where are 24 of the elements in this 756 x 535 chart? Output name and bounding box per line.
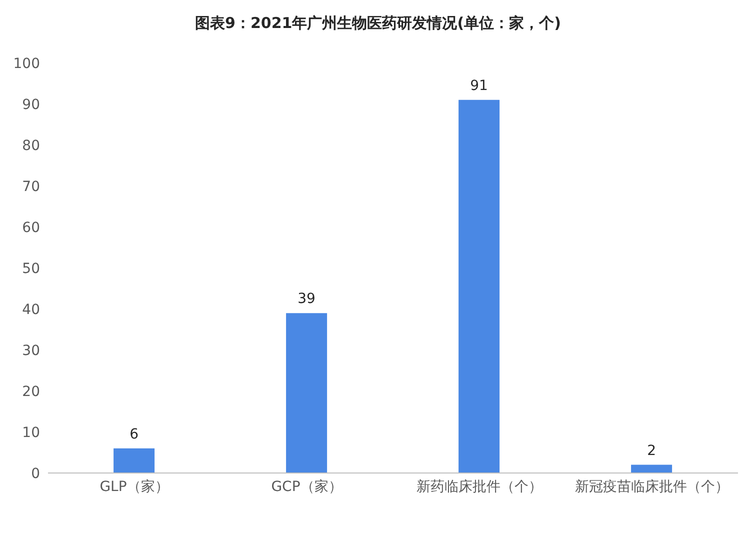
y-tick-label: 70 [22,178,40,195]
y-tick-label: 80 [22,138,40,154]
y-tick-label: 20 [22,384,40,400]
y-tick-label: 10 [22,424,40,441]
y-tick-label: 60 [22,220,40,236]
bar [458,100,500,473]
data-label: 39 [298,291,316,308]
x-tick-label: 新冠疫苗临床批件（个） [574,478,729,495]
y-tick-label: 90 [22,96,40,113]
chart-title: 图表9：2021年广州生物医药研发情况(单位：家，个) [194,13,562,34]
x-tick-label: GCP（家） [271,478,342,495]
x-tick-label: GLP（家） [100,478,169,495]
y-tick-label: 40 [22,302,40,318]
y-tick-label: 100 [13,56,40,72]
y-tick-label: 30 [22,342,40,359]
data-label: 6 [130,426,139,442]
bar [631,464,672,473]
x-tick-label: 新药临床批件（个） [416,478,542,495]
y-tick-label: 50 [22,260,40,277]
data-label: 2 [647,442,656,459]
bar [286,313,328,473]
y-tick-label: 0 [31,466,40,482]
bar [114,448,155,473]
data-label: 91 [470,78,488,94]
